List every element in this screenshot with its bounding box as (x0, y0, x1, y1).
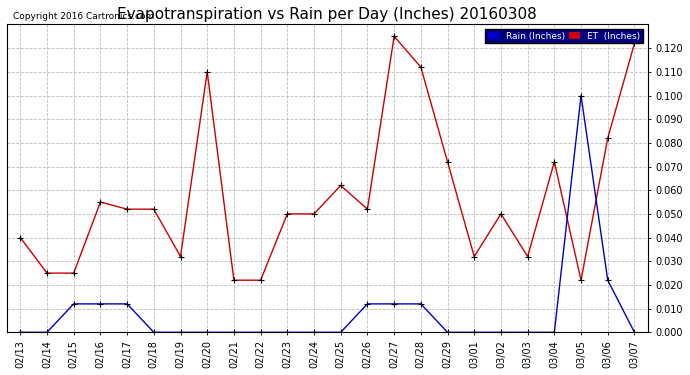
Title: Evapotranspiration vs Rain per Day (Inches) 20160308: Evapotranspiration vs Rain per Day (Inch… (117, 7, 538, 22)
Text: Copyright 2016 Cartronics.com: Copyright 2016 Cartronics.com (13, 12, 155, 21)
Legend: Rain (Inches), ET  (Inches): Rain (Inches), ET (Inches) (485, 29, 643, 44)
